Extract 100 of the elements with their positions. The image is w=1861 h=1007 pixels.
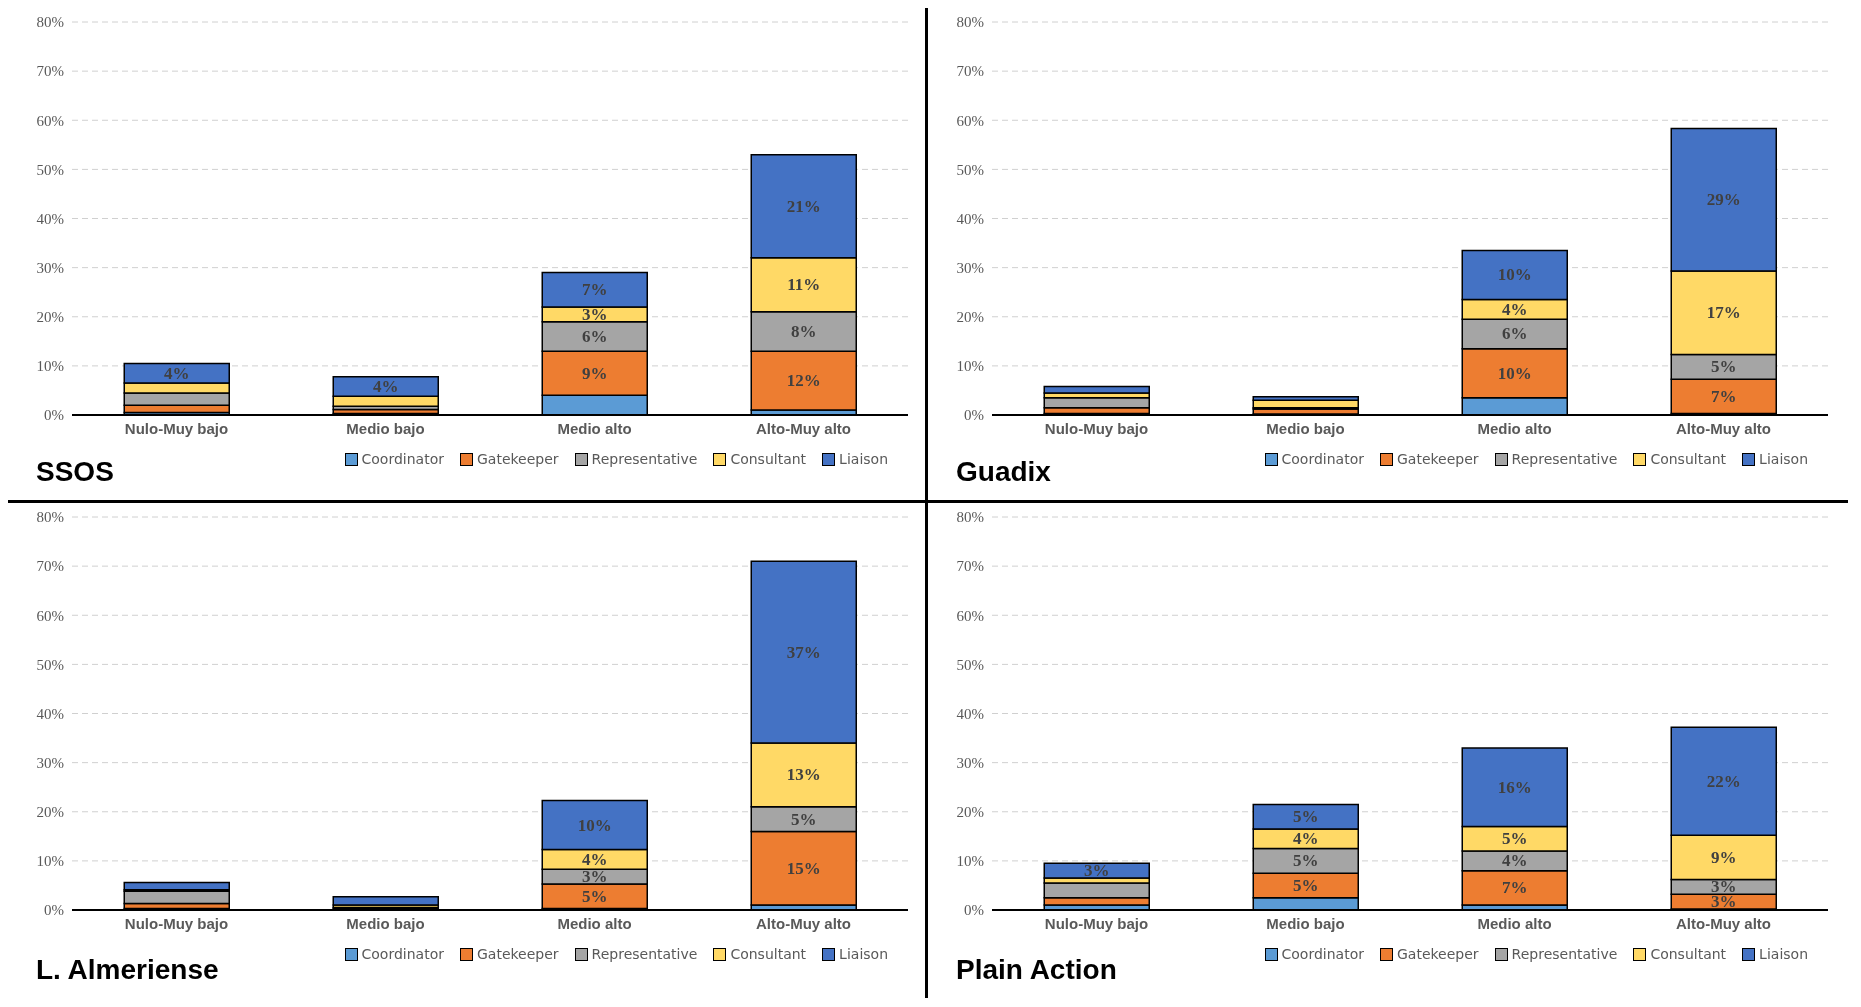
data-label: 10% <box>577 815 612 835</box>
y-tick-label: 70% <box>36 558 64 575</box>
data-label: 5% <box>582 886 608 906</box>
data-label: 8% <box>791 321 817 341</box>
y-tick-label: 20% <box>956 804 984 821</box>
data-label: 4% <box>1502 851 1528 871</box>
x-tick-label: Medio bajo <box>346 419 425 437</box>
data-label: 13% <box>786 765 821 785</box>
data-label: 3% <box>582 867 608 887</box>
y-tick-label: 80% <box>36 14 64 31</box>
text: Plain Action <box>956 954 1117 986</box>
y-tick-label: 50% <box>36 161 64 178</box>
legend-label: Consultant <box>1649 451 1727 467</box>
y-tick-label: 40% <box>956 705 984 722</box>
x-tick-label: Alto-Muy alto <box>756 419 851 437</box>
data-label: 7% <box>582 280 608 300</box>
x-tick-label: Medio alto <box>1477 914 1552 932</box>
y-tick-label: 50% <box>956 161 984 178</box>
data-label: 9% <box>582 363 608 383</box>
y-tick-label: 0% <box>44 902 64 919</box>
y-tick-label: 80% <box>956 509 984 526</box>
legend-label: Liaison <box>838 451 888 467</box>
legend-label: Coordinator <box>1280 946 1364 962</box>
y-tick-label: 80% <box>36 509 64 526</box>
y-tick-label: 20% <box>956 309 984 326</box>
legend-label: Liaison <box>1758 946 1808 962</box>
y-tick-label: 40% <box>36 705 64 722</box>
text: L. Almeriense <box>36 954 219 986</box>
data-label: 15% <box>786 858 821 878</box>
data-label: 16% <box>1497 777 1532 797</box>
y-tick-label: 70% <box>956 558 984 575</box>
y-tick-label: 20% <box>36 309 64 326</box>
data-label: 9% <box>1711 847 1737 867</box>
legend-label: Representative <box>1510 946 1618 962</box>
data-label: 21% <box>786 196 821 216</box>
y-tick-label: 10% <box>956 358 984 375</box>
data-label: 37% <box>786 642 821 662</box>
x-tick-label: Nulo-Muy bajo <box>1044 914 1149 932</box>
y-tick-label: 0% <box>964 407 984 424</box>
x-tick-label: Nulo-Muy bajo <box>124 914 229 932</box>
data-label: 7% <box>1711 386 1737 406</box>
legend-label: Consultant <box>1649 946 1727 962</box>
data-label: 5% <box>791 809 817 829</box>
legend-label: Gatekeeper <box>476 946 559 962</box>
x-tick-label: Alto-Muy alto <box>1676 419 1771 437</box>
legend-label: Consultant <box>729 946 807 962</box>
text: Guadix <box>956 456 1051 488</box>
y-tick-label: 30% <box>36 259 64 276</box>
data-label: 4% <box>373 377 399 397</box>
data-label: 4% <box>164 363 190 383</box>
y-tick-label: 0% <box>964 902 984 919</box>
legend-label: Representative <box>590 451 698 467</box>
x-tick-label: Alto-Muy alto <box>756 914 851 932</box>
legend-label: Liaison <box>838 946 888 962</box>
data-label: 5% <box>1293 851 1319 871</box>
data-label: 3% <box>582 304 608 324</box>
data-label: 10% <box>1497 363 1532 383</box>
x-tick-label: Medio alto <box>1477 419 1552 437</box>
legend-label: Coordinator <box>360 451 444 467</box>
y-tick-label: 10% <box>36 358 64 375</box>
data-label: 5% <box>1293 875 1319 895</box>
data-label: 6% <box>1502 324 1528 344</box>
legend-label: Coordinator <box>1280 451 1364 467</box>
y-tick-label: 60% <box>36 112 64 129</box>
data-label: 5% <box>1293 807 1319 827</box>
data-label: 7% <box>1502 878 1528 898</box>
x-tick-label: Medio bajo <box>1266 914 1345 932</box>
legend-label: Gatekeeper <box>476 451 559 467</box>
x-tick-label: Alto-Muy alto <box>1676 914 1771 932</box>
data-label: 4% <box>582 849 608 869</box>
y-tick-label: 0% <box>44 407 64 424</box>
data-label: 4% <box>1502 299 1528 319</box>
y-tick-label: 70% <box>956 63 984 80</box>
text: SSOS <box>36 456 114 488</box>
y-tick-label: 50% <box>956 656 984 673</box>
y-tick-label: 30% <box>36 754 64 771</box>
data-label: 5% <box>1502 829 1528 849</box>
x-tick-label: Medio alto <box>557 914 632 932</box>
y-tick-label: 30% <box>956 259 984 276</box>
data-label: 3% <box>1084 861 1110 881</box>
legend-label: Coordinator <box>360 946 444 962</box>
x-tick-label: Nulo-Muy bajo <box>1044 419 1149 437</box>
y-tick-label: 40% <box>956 210 984 227</box>
x-tick-label: Medio alto <box>557 419 632 437</box>
x-tick-label: Medio bajo <box>346 914 425 932</box>
x-tick-label: Medio bajo <box>1266 419 1345 437</box>
legend-label: Representative <box>590 946 698 962</box>
y-tick-label: 60% <box>956 607 984 624</box>
y-tick-label: 60% <box>36 607 64 624</box>
data-label: 5% <box>1711 357 1737 377</box>
legend-label: Liaison <box>1758 451 1808 467</box>
data-label: 11% <box>787 275 821 295</box>
legend-label: Representative <box>1510 451 1618 467</box>
y-tick-label: 60% <box>956 112 984 129</box>
y-tick-label: 30% <box>956 754 984 771</box>
y-tick-label: 50% <box>36 656 64 673</box>
y-tick-label: 10% <box>956 853 984 870</box>
data-label: 17% <box>1706 303 1741 323</box>
x-tick-label: Nulo-Muy bajo <box>124 419 229 437</box>
y-tick-label: 70% <box>36 63 64 80</box>
